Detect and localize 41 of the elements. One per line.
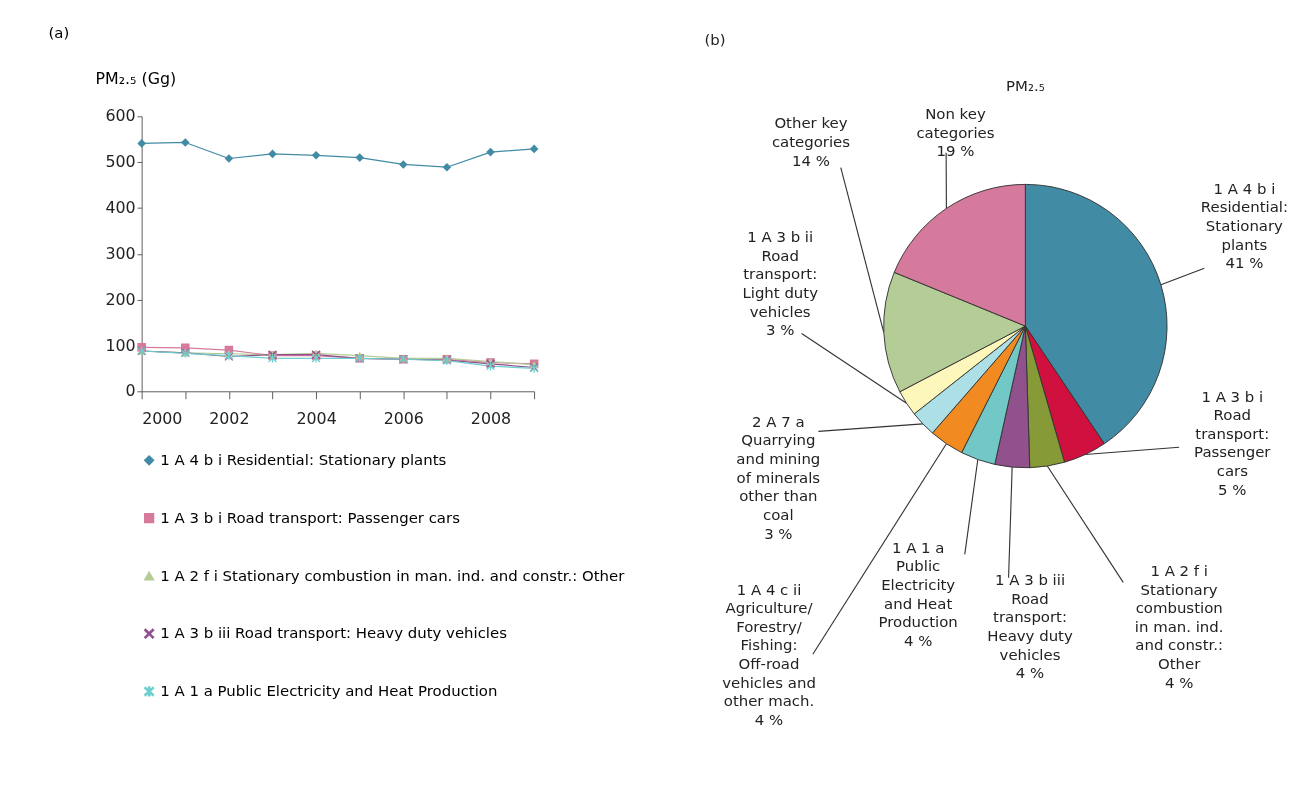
legend-label: 1 A 2 f i Stationary combustion in man. ind. and constr.: Other [160,566,626,585]
slice-label: 1 A 4 c ii Agriculture/Forestry/Fishing: Off-road vehicles and other mach. [722,580,816,711]
y-tick-label: 600 [105,106,136,126]
data-label: 3 % [766,321,795,340]
x-tick-label: 2000 [142,409,183,429]
data-label: 3 % [764,524,793,543]
data-label: 14 % [792,151,830,170]
text: (a) [48,24,70,43]
slice-label: 1 A 4 b i Residential: Stationary plants [1200,179,1288,254]
legend-label: 1 A 4 b i Residential: Stationary plants [160,450,447,469]
x-tick-label: 2006 [383,409,424,429]
y-tick-label: 400 [105,198,136,218]
x-tick-label: 2004 [296,409,337,429]
data-label: 4 % [1164,673,1194,692]
slice-label: 1 A 3 b i Road transport: Passenger cars [1194,387,1272,481]
legend-label: 1 A 1 a Public Electricity and Heat Production [160,682,498,701]
y-tick-label: 500 [105,152,136,172]
slice-label: 1 A 3 b ii Road transport: Light duty vehicles [742,228,819,321]
y-tick-label: 200 [105,289,136,309]
y-tick-label: 100 [105,335,136,355]
x-tick-label: 2002 [209,409,250,429]
slice-label: 2 A 7 a Quarrying and mining of minerals other than coal [736,412,821,524]
legend-label: 1 A 3 b i Road transport: Passenger cars [160,508,461,527]
text: (b) [704,30,726,49]
legend-label: 1 A 3 b iii Road transport: Heavy duty vehicles [160,624,508,643]
data-label: 4 % [1015,664,1045,683]
slice-label: 1 A 1 a Public Electricity and Heat Production [878,538,958,632]
x-tick-label: 2008 [470,409,512,429]
data-label: 19 % [936,142,975,161]
chart-title: PM₂.₅ [1006,77,1045,96]
y-axis-title: PM₂.₅ (Gg) [95,69,177,89]
slice-label: 1 A 3 b iii Road transport: Heavy duty vehicles [987,571,1073,664]
slice-label: 1 A 2 f i Stationary combustion in man. ind. and constr.: Other [1134,561,1224,674]
y-tick-label: 300 [105,243,136,263]
slice-label: Non key categories [916,105,995,142]
data-label: 4 % [754,711,784,730]
data-label: 5 % [1218,480,1247,499]
y-tick-label: 0 [125,381,136,401]
data-label: 4 % [903,631,933,650]
slice-label: Other key categories [771,114,851,152]
data-label: 41 % [1225,254,1264,273]
